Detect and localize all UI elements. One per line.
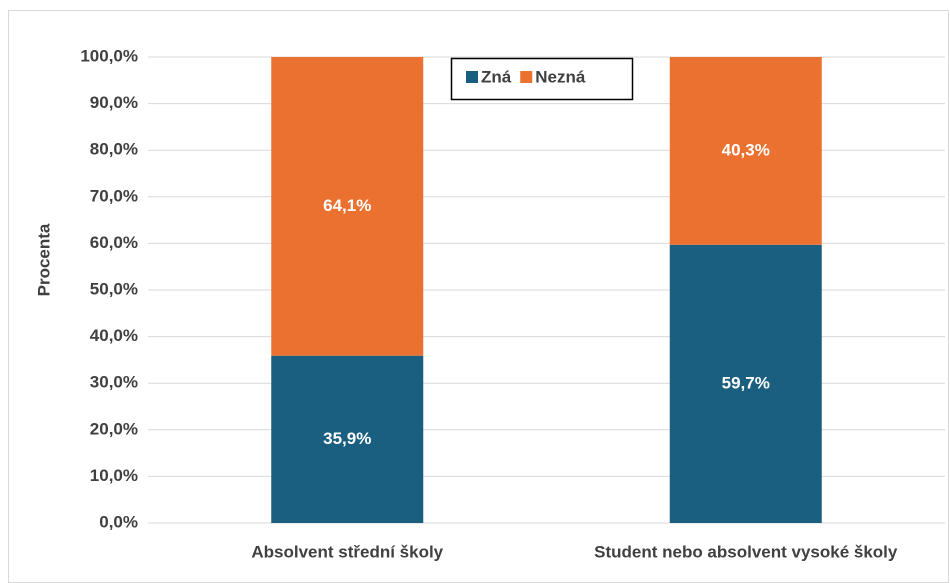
y-tick-label: 60,0% [90,233,138,252]
y-tick-label: 90,0% [90,93,138,112]
bar-segment [271,57,424,356]
legend-label: Zná [481,67,512,86]
x-tick-label: Student nebo absolvent vysoké školy [594,542,898,561]
data-label: 59,7% [722,373,770,392]
y-tick-label: 70,0% [90,186,138,205]
y-tick-label: 20,0% [90,419,138,438]
data-label: 35,9% [323,429,371,448]
y-tick-label: 40,0% [90,326,138,345]
legend-label: Nezná [535,67,586,86]
legend-swatch [466,71,478,83]
data-label: 40,3% [722,140,770,159]
y-tick-label: 0,0% [99,512,138,531]
bar-segment [669,57,822,245]
x-tick-label: Absolvent střední školy [251,542,443,561]
y-tick-label: 100,0% [80,46,138,65]
y-tick-label: 30,0% [90,373,138,392]
data-label: 64,1% [323,196,371,215]
bar-segment [669,244,822,523]
legend-swatch [520,71,533,83]
y-tick-label: 50,0% [90,279,138,298]
y-axis-label: Procenta [34,223,53,296]
legend-box [450,57,634,101]
y-tick-label: 10,0% [90,466,138,485]
y-tick-label: 80,0% [90,140,138,159]
bar-segment [271,355,424,523]
